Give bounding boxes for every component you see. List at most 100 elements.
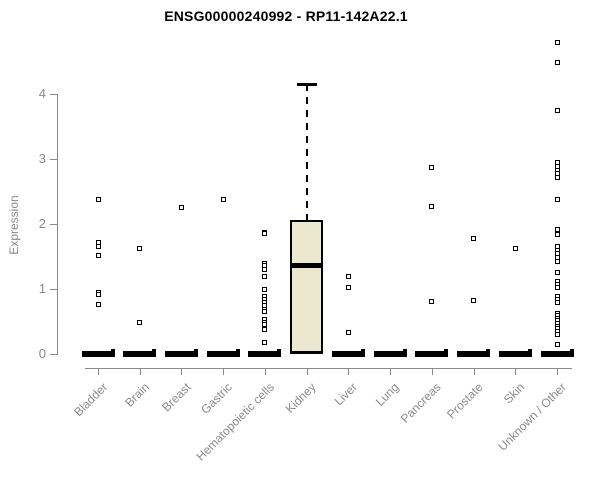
category-label: Skin	[500, 380, 528, 407]
zero-box-breast	[165, 351, 198, 357]
outlier-point	[346, 330, 351, 335]
outlier-point	[262, 287, 267, 292]
y-tick-label: 1	[38, 281, 46, 296]
y-tick-label: 4	[38, 86, 46, 101]
zero-box-nub	[528, 349, 532, 353]
category-label: Hematopoietic cells	[193, 380, 277, 464]
outlier-point	[555, 197, 560, 202]
outlier-point	[513, 246, 518, 251]
whisker-cap	[297, 83, 317, 87]
category-label: Kidney	[282, 380, 319, 416]
outlier-point	[429, 299, 434, 304]
zero-box-gastric	[207, 351, 240, 357]
category-label: Bladder	[70, 380, 110, 420]
outlier-point	[555, 40, 560, 45]
x-tick-mark	[348, 369, 349, 375]
outlier-point	[555, 227, 560, 232]
zero-box-nub	[361, 349, 365, 353]
category-label: Prostate	[443, 380, 486, 422]
outlier-point	[262, 231, 267, 236]
y-tick-mark	[50, 224, 57, 225]
zero-box-nub	[570, 349, 574, 353]
median-line	[290, 262, 323, 268]
zero-box-nub	[194, 349, 198, 353]
category-label: Lung	[373, 380, 403, 409]
x-tick-mark	[181, 369, 182, 375]
x-tick-mark	[307, 369, 308, 375]
x-tick-mark	[390, 369, 391, 375]
y-tick-mark	[50, 94, 57, 95]
whisker-line	[306, 84, 308, 221]
y-tick-mark	[50, 354, 57, 355]
x-axis-line	[85, 368, 572, 369]
outlier-point	[137, 320, 142, 325]
outlier-point	[262, 267, 267, 272]
x-tick-mark	[557, 369, 558, 375]
outlier-point	[429, 204, 434, 209]
outlier-point	[262, 327, 267, 332]
outlier-point	[96, 253, 101, 258]
zero-box-bladder	[82, 351, 115, 357]
outlier-point	[262, 309, 267, 314]
box-kidney	[290, 220, 323, 354]
outlier-point	[555, 300, 560, 305]
outlier-point	[96, 244, 101, 249]
zero-box-pancreas	[415, 351, 448, 357]
outlier-point	[555, 342, 560, 347]
zero-box-prostate	[457, 351, 490, 357]
zero-box-nub	[486, 349, 490, 353]
outlier-point	[179, 205, 184, 210]
y-axis-line	[57, 94, 58, 355]
zero-box-nub	[236, 349, 240, 353]
zero-box-brain	[123, 351, 156, 357]
outlier-point	[262, 340, 267, 345]
outlier-point	[555, 270, 560, 275]
zero-box-lung	[374, 351, 407, 357]
x-tick-mark	[474, 369, 475, 375]
x-tick-mark	[432, 369, 433, 375]
outlier-point	[346, 274, 351, 279]
zero-box-nub	[277, 349, 281, 353]
zero-box-nub	[403, 349, 407, 353]
zero-box-hematopoietic-cells	[248, 351, 281, 357]
x-tick-mark	[265, 369, 266, 375]
outlier-point	[555, 60, 560, 65]
zero-box-nub	[444, 349, 448, 353]
outlier-point	[96, 292, 101, 297]
category-label: Liver	[331, 380, 361, 409]
outlier-point	[555, 232, 560, 237]
outlier-point	[96, 197, 101, 202]
y-tick-mark	[50, 159, 57, 160]
category-label: Pancreas	[397, 380, 444, 426]
category-label: Breast	[158, 380, 194, 415]
outlier-point	[262, 322, 267, 327]
outlier-point	[555, 332, 560, 337]
category-label: Gastric	[198, 380, 236, 417]
outlier-point	[555, 108, 560, 113]
y-tick-mark	[50, 289, 57, 290]
x-tick-mark	[140, 369, 141, 375]
x-tick-mark	[223, 369, 224, 375]
chart-title: ENSG00000240992 - RP11-142A22.1	[164, 8, 408, 24]
outlier-point	[96, 302, 101, 307]
outlier-point	[471, 236, 476, 241]
outlier-point	[555, 175, 560, 180]
zero-box-skin	[499, 351, 532, 357]
category-label: Brain	[121, 380, 152, 410]
x-tick-mark	[98, 369, 99, 375]
outlier-point	[555, 259, 560, 264]
y-tick-label: 3	[38, 151, 46, 166]
outlier-point	[221, 197, 226, 202]
outlier-point	[429, 165, 434, 170]
outlier-point	[471, 298, 476, 303]
outlier-point	[262, 274, 267, 279]
outlier-point	[346, 285, 351, 290]
zero-box-nub	[111, 349, 115, 353]
zero-box-unknown-other	[541, 351, 574, 357]
y-tick-label: 2	[38, 216, 46, 231]
outlier-point	[137, 246, 142, 251]
y-tick-label: 0	[38, 346, 46, 361]
zero-box-liver	[332, 351, 365, 357]
zero-box-nub	[152, 349, 156, 353]
